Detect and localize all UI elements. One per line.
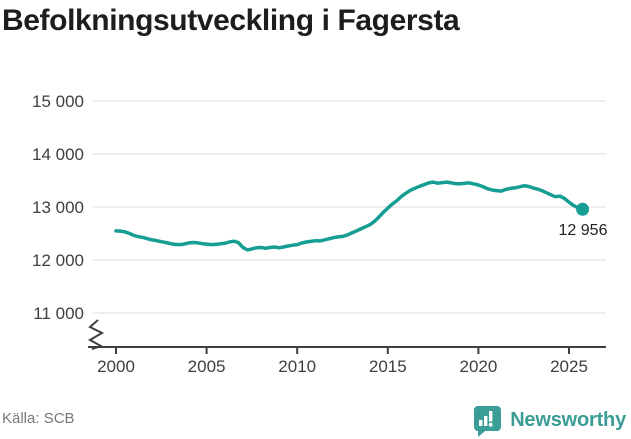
page-title: Befolkningsutveckling i Fagersta [2, 4, 460, 37]
newsworthy-brand[interactable]: Newsworthy [472, 403, 626, 437]
x-tick-label: 2025 [550, 357, 588, 376]
y-tick-label: 15 000 [32, 92, 84, 111]
x-tick-label: 2015 [369, 357, 407, 376]
population-line-series [114, 180, 585, 252]
x-axis-ticks [115, 347, 570, 354]
latest-value-marker [576, 202, 590, 216]
newsworthy-wordmark: Newsworthy [510, 408, 626, 431]
gridlines [93, 100, 606, 314]
y-tick-label: 11 000 [33, 304, 84, 323]
y-axis-labels: 11 000 12 000 13 000 14 000 15 000 [32, 92, 84, 323]
source-note: Källa: SCB [2, 410, 75, 427]
y-tick-label: 13 000 [32, 198, 84, 217]
x-tick-label: 2005 [188, 357, 226, 376]
y-tick-label: 14 000 [32, 145, 84, 164]
x-tick-label: 2010 [278, 357, 316, 376]
x-tick-label: 2020 [459, 357, 497, 376]
newsworthy-logo-icon [474, 405, 502, 437]
latest-value-label: 12 956 [559, 222, 608, 239]
x-axis-labels: 2000 2005 2010 2015 2020 2025 [97, 357, 588, 376]
x-tick-label: 2000 [97, 357, 135, 376]
y-tick-label: 12 000 [32, 251, 84, 270]
axis-break-zigzag [87, 319, 105, 350]
